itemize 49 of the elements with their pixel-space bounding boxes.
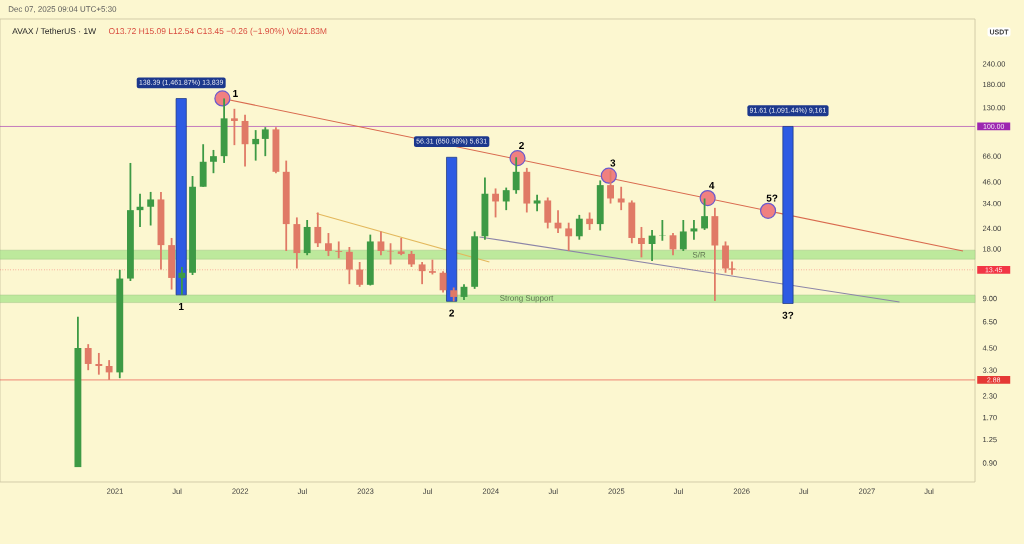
bar — [446, 156, 458, 302]
point — [600, 167, 617, 184]
candlestick — [314, 211, 322, 248]
candlestick — [617, 185, 625, 212]
annotation: 2 — [449, 309, 455, 317]
candlestick — [648, 229, 656, 262]
candlestick — [418, 261, 426, 286]
candlestick — [230, 107, 238, 147]
candlestick — [345, 246, 353, 286]
bar — [175, 98, 187, 296]
annotation: 5? — [766, 194, 778, 202]
candlestick — [325, 232, 332, 257]
point — [759, 202, 777, 219]
candlestick — [679, 219, 687, 252]
annotation: 1 — [179, 303, 184, 310]
candlestick — [261, 126, 269, 158]
annotation: 3 — [610, 159, 616, 167]
candlestick — [565, 221, 573, 252]
point — [214, 90, 231, 107]
candlestick — [492, 187, 499, 219]
candlestick — [544, 196, 552, 230]
candlestick — [252, 129, 260, 162]
candlestick — [728, 260, 736, 276]
annotation: 1 — [233, 90, 238, 97]
annotation: 3? — [782, 311, 794, 319]
candlestick — [722, 240, 729, 274]
candlestick — [377, 230, 385, 257]
candlestick — [512, 156, 520, 195]
text: O13.72 H15.09 L12.54 C13.45 −0.26 (−1.90%) Vol21.83M — [108, 27, 327, 36]
candlestick — [658, 219, 666, 242]
candlestick — [95, 352, 103, 376]
candlestick — [397, 237, 405, 257]
annotation: 4 — [709, 182, 715, 189]
candlestick — [356, 261, 364, 288]
point — [699, 189, 716, 207]
candlestick — [147, 191, 155, 227]
candlestick — [575, 214, 583, 241]
candlestick — [638, 226, 645, 259]
bar — [782, 126, 794, 304]
candlestick — [210, 149, 217, 175]
candlestick — [105, 359, 113, 381]
candlestick — [178, 266, 186, 296]
candlestick — [701, 197, 709, 231]
candlestick — [502, 186, 510, 212]
candlestick — [335, 240, 343, 260]
text: AVAX / TetherUS · 1W — [12, 27, 97, 35]
candlestick — [607, 169, 614, 205]
annotation: 2 — [519, 141, 524, 149]
candlestick — [84, 343, 92, 372]
